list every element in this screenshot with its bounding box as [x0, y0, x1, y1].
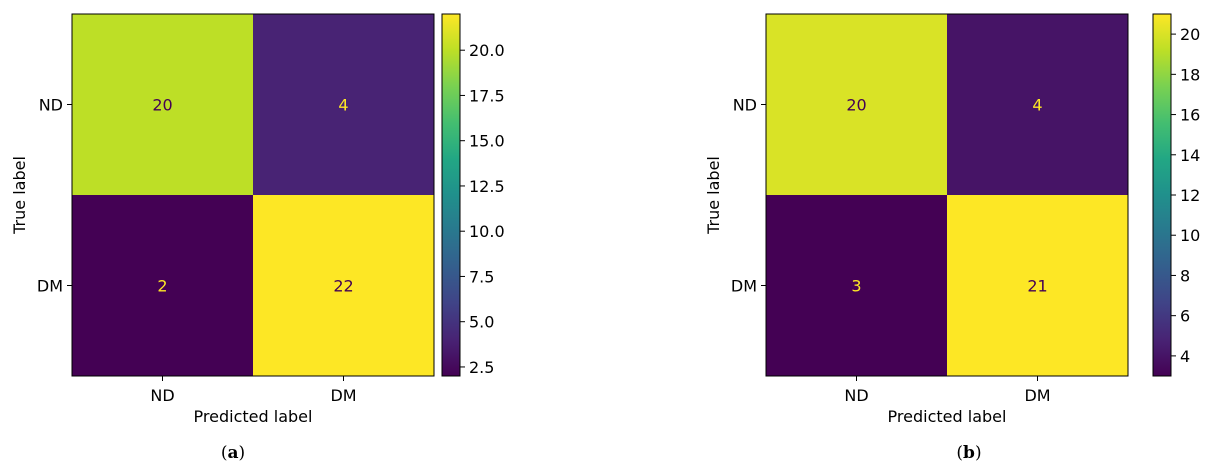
colorbar — [1152, 13, 1172, 377]
y-tick-label: DM — [37, 277, 63, 296]
matrix-frame — [765, 13, 1129, 377]
colorbar-tick-label: 6 — [1180, 307, 1190, 326]
x-tick-label: DM — [330, 386, 356, 405]
colorbar-tick-label: 14 — [1180, 146, 1200, 165]
colorbar-tick-label: 17.5 — [469, 86, 505, 105]
cell-value-label: 21 — [1027, 277, 1047, 296]
matrix-cell — [253, 14, 434, 195]
x-tick-label: DM — [1024, 386, 1050, 405]
colorbar-tick-label: 12.5 — [469, 177, 505, 196]
cell-value-label: 20 — [846, 96, 866, 115]
cell-value-label: 22 — [333, 277, 353, 296]
caption-a: (a) — [220, 443, 246, 463]
cell-value-label: 3 — [851, 277, 861, 296]
caption-a-letter: a — [227, 443, 239, 463]
matrix-cell — [72, 195, 253, 376]
matrix-cell — [253, 195, 434, 376]
cell-value-label: 20 — [152, 96, 172, 115]
y-axis-title: True label — [10, 156, 29, 235]
colorbar-tick-label: 18 — [1180, 65, 1200, 84]
x-tick-label: ND — [844, 386, 868, 405]
colorbar-tick-label: 7.5 — [469, 267, 494, 286]
colorbar-tick-label: 20 — [1180, 25, 1200, 44]
colorbar-tick-label: 10 — [1180, 226, 1200, 245]
panel-b: 20 4 3 21 ND DM ND DM Predicted label True label 4… — [704, 13, 1200, 426]
matrix-cell — [72, 14, 253, 195]
colorbar-tick-label: 12 — [1180, 186, 1200, 205]
colorbar-tick-label: 15.0 — [469, 132, 505, 151]
matrix-cell — [947, 14, 1128, 195]
colorbar-tick-label: 10.0 — [469, 222, 505, 241]
caption-b-letter: b — [963, 443, 975, 463]
matrix-cell — [766, 195, 947, 376]
y-tick-label: DM — [731, 277, 757, 296]
matrix-cell — [766, 14, 947, 195]
matrix-frame — [71, 13, 435, 377]
y-axis-title: True label — [704, 156, 723, 235]
y-tick-label: ND — [733, 96, 757, 115]
x-tick-label: ND — [150, 386, 174, 405]
colorbar-tick-label: 5.0 — [469, 313, 494, 332]
colorbar — [441, 13, 461, 377]
y-tick-label: ND — [39, 96, 63, 115]
caption-b: (b) — [956, 443, 982, 463]
colorbar-tick-label: 16 — [1180, 106, 1200, 125]
x-axis-title: Predicted label — [888, 407, 1007, 426]
colorbar-tick-label: 2.5 — [469, 358, 494, 377]
matrix-cell — [947, 195, 1128, 376]
x-axis-title: Predicted label — [194, 407, 313, 426]
cell-value-label: 4 — [1032, 96, 1042, 115]
colorbar-tick-label: 8 — [1180, 266, 1190, 285]
colorbar-tick-label: 20.0 — [469, 41, 505, 60]
cell-value-label: 4 — [338, 96, 348, 115]
cell-value-label: 2 — [157, 277, 167, 296]
colorbar-tick-label: 4 — [1180, 347, 1190, 366]
